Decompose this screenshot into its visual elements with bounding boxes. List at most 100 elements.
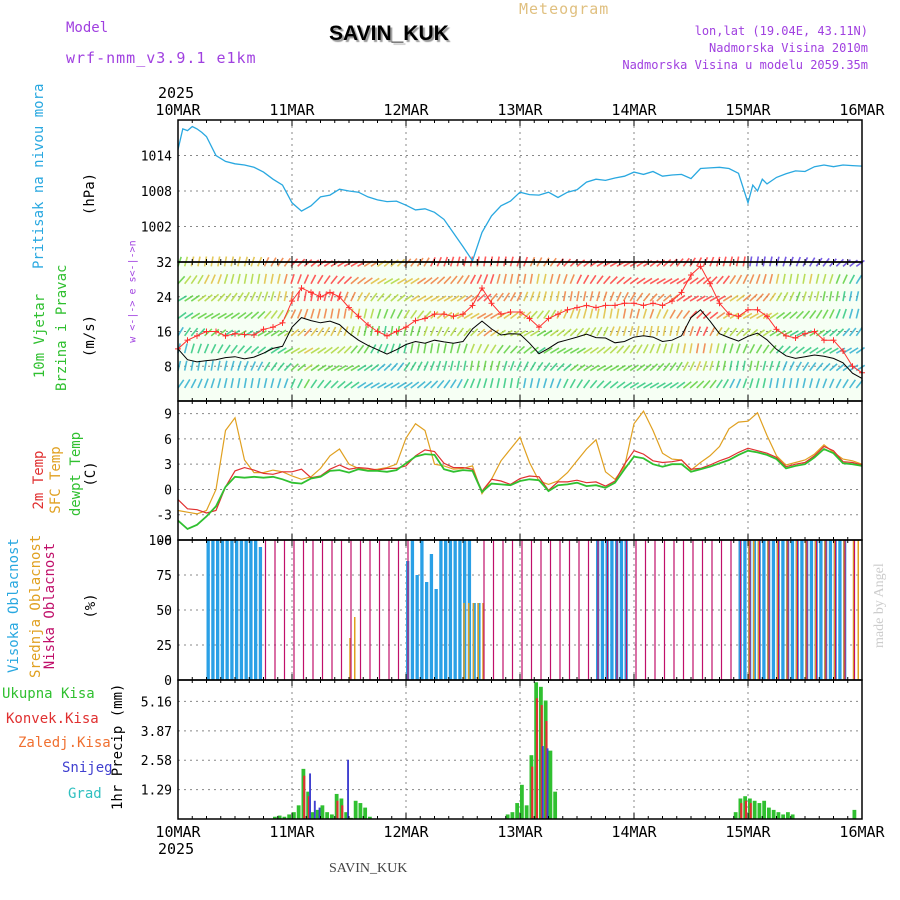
- wind-barb: [230, 312, 240, 320]
- wind-barb: [529, 378, 534, 389]
- wind-barb: [549, 378, 555, 389]
- wind-barb: [370, 308, 375, 319]
- wind-barb: [709, 343, 713, 354]
- wind-barb: [729, 360, 733, 371]
- wind-barb: [536, 361, 544, 372]
- wind-barb: [463, 274, 470, 285]
- wind-barb: [643, 382, 653, 389]
- wind-barb: [509, 360, 515, 371]
- wind-barb: [310, 327, 318, 337]
- precip-bar-total: [553, 791, 558, 819]
- wind-barb: [443, 343, 447, 354]
- panel-frame-temp: [177, 400, 863, 541]
- wind-barb: [516, 330, 527, 337]
- wind-barb: [789, 330, 799, 337]
- wind-barb: [828, 291, 833, 302]
- wind-barb: [735, 343, 741, 354]
- wind-barb: [709, 311, 719, 320]
- wind-barb: [542, 273, 547, 284]
- wind-barb: [323, 326, 331, 337]
- precip-bar-conv: [336, 800, 339, 819]
- wind-barb: [396, 258, 406, 267]
- wind-barb: [363, 382, 374, 389]
- wind-barb: [596, 380, 605, 389]
- ytick-label-wind: 16: [156, 326, 172, 341]
- wind-barb: [510, 330, 520, 337]
- wind-barb: [749, 312, 759, 320]
- wind-barb: [636, 308, 641, 319]
- wind-barb: [669, 381, 679, 389]
- wind-barb: [536, 346, 546, 354]
- wind-barb: [190, 275, 198, 285]
- wind-barb: [509, 377, 514, 389]
- wind-barb: [842, 327, 851, 337]
- wind-barb: [702, 326, 709, 337]
- wind-barb: [795, 361, 803, 371]
- wind-barb: [237, 360, 242, 371]
- wind-barb: [629, 364, 639, 372]
- wind-barb: [456, 275, 464, 285]
- wind-barb: [755, 360, 760, 371]
- wind-barb: [323, 346, 333, 354]
- wind-barb: [443, 360, 448, 371]
- wind-barb: [456, 294, 467, 302]
- wind-barb: [782, 345, 791, 354]
- cloud-bar-high: [458, 540, 462, 680]
- wind-barb: [762, 292, 771, 302]
- wind-barb: [609, 345, 618, 354]
- wind-barb: [197, 312, 207, 320]
- wind-barb: [483, 360, 487, 371]
- wind-barb: [849, 327, 857, 337]
- wind-barb: [722, 295, 733, 302]
- wind-barb: [775, 273, 780, 284]
- wind-barb: [649, 382, 660, 389]
- wind-barb: [835, 363, 845, 372]
- wind-barb: [696, 295, 706, 302]
- wind-barb: [695, 343, 700, 354]
- wind-barb: [556, 328, 566, 337]
- wind-barb: [656, 278, 666, 285]
- wind-barb: [210, 293, 220, 302]
- wind-barb: [277, 362, 285, 372]
- wind-barb: [383, 382, 394, 389]
- wind-barb: [396, 294, 406, 302]
- ytick-label-cloud: 50: [156, 604, 172, 619]
- wind-barb: [390, 362, 399, 372]
- wind-barb: [822, 329, 832, 337]
- wind-barb: [217, 329, 227, 337]
- wind-barb: [296, 274, 302, 284]
- wind-barb: [323, 308, 328, 319]
- wind-barb: [729, 343, 734, 354]
- precip-bar-conv: [307, 796, 311, 819]
- ytick-label-temp: 0: [164, 483, 172, 498]
- wind-barb: [855, 327, 863, 337]
- wind-barb: [370, 277, 380, 285]
- wind-barb: [403, 361, 411, 372]
- wind-barb: [649, 308, 655, 319]
- wind-barb: [715, 326, 723, 337]
- wind-barb: [775, 360, 781, 371]
- wind-barb: [676, 294, 686, 302]
- wind-barb: [596, 326, 603, 337]
- wind-barb: [536, 291, 541, 302]
- wind-barb: [443, 295, 454, 302]
- wind-barb: [682, 381, 692, 389]
- wind-barb: [423, 343, 427, 354]
- wind-barb: [310, 379, 318, 389]
- wind-barb: [290, 347, 301, 354]
- wind-barb: [682, 295, 693, 302]
- wind-barb: [237, 377, 241, 389]
- wind-barb: [243, 377, 248, 389]
- wind-barb: [503, 360, 508, 371]
- wind-barb: [509, 292, 517, 302]
- ytick-label-cloud: 0: [164, 674, 172, 689]
- wind-barb: [177, 326, 184, 337]
- temp-line-sfc: [177, 409, 863, 515]
- time-label-bottom: 13MAR: [497, 823, 543, 841]
- wind-barb: [523, 346, 533, 354]
- wind-barb: [589, 364, 600, 372]
- wind-barb: [842, 308, 847, 319]
- wind-barb: [609, 291, 615, 302]
- precip-bar-total: [524, 805, 529, 819]
- wind-barb: [636, 292, 644, 302]
